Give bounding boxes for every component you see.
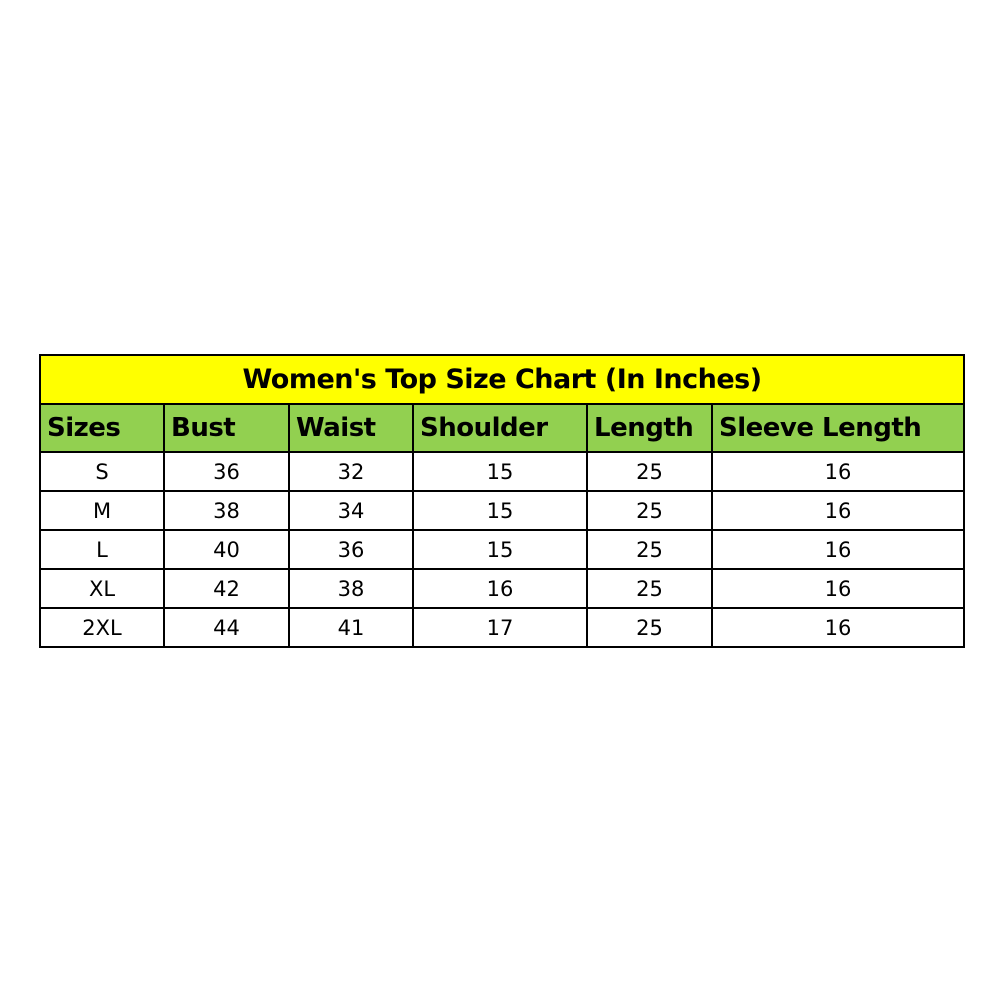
cell-waist: 34 (288, 490, 414, 531)
cell-shoulder: 15 (412, 490, 588, 531)
size-chart-table: Women's Top Size Chart (In Inches) Sizes… (38, 354, 966, 648)
column-header-shoulder: Shoulder (412, 403, 588, 453)
cell-bust: 36 (163, 451, 290, 492)
cell-length: 25 (586, 451, 713, 492)
cell-size: 2XL (39, 607, 165, 648)
cell-waist: 32 (288, 451, 414, 492)
cell-bust: 44 (163, 607, 290, 648)
cell-size: S (39, 451, 165, 492)
column-header-length: Length (586, 403, 713, 453)
header-row: Sizes Bust Waist Shoulder Length Sleeve … (39, 403, 966, 453)
cell-sleeve-length: 16 (710, 451, 966, 492)
table-title: Women's Top Size Chart (In Inches) (38, 354, 966, 405)
cell-shoulder: 16 (412, 568, 588, 609)
column-header-sleeve-length: Sleeve Length (710, 403, 966, 453)
cell-size: XL (39, 568, 165, 609)
cell-length: 25 (586, 607, 713, 648)
table-row: L 40 36 15 25 16 (39, 529, 966, 570)
cell-length: 25 (586, 529, 713, 570)
cell-waist: 41 (288, 607, 414, 648)
table-row: 2XL 44 41 17 25 16 (39, 607, 966, 648)
cell-sleeve-length: 16 (710, 607, 966, 648)
cell-bust: 40 (163, 529, 290, 570)
cell-sleeve-length: 16 (710, 568, 966, 609)
cell-shoulder: 15 (412, 529, 588, 570)
table-row: M 38 34 15 25 16 (39, 490, 966, 531)
cell-length: 25 (586, 568, 713, 609)
cell-shoulder: 15 (412, 451, 588, 492)
table-row: S 36 32 15 25 16 (39, 451, 966, 492)
cell-waist: 38 (288, 568, 414, 609)
column-header-bust: Bust (163, 403, 290, 453)
cell-waist: 36 (288, 529, 414, 570)
cell-shoulder: 17 (412, 607, 588, 648)
column-header-sizes: Sizes (39, 403, 165, 453)
column-header-waist: Waist (288, 403, 414, 453)
cell-sleeve-length: 16 (710, 490, 966, 531)
cell-length: 25 (586, 490, 713, 531)
table-row: XL 42 38 16 25 16 (39, 568, 966, 609)
cell-bust: 38 (163, 490, 290, 531)
cell-sleeve-length: 16 (710, 529, 966, 570)
cell-size: M (39, 490, 165, 531)
cell-bust: 42 (163, 568, 290, 609)
cell-size: L (39, 529, 165, 570)
